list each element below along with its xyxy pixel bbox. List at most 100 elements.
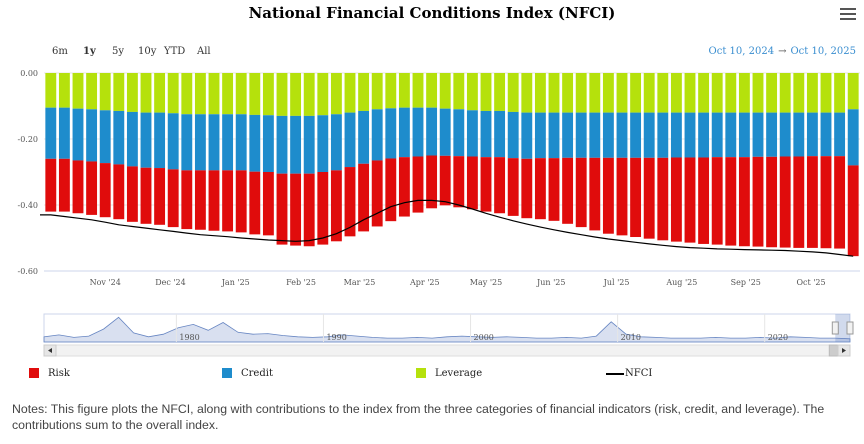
- bar-leverage: [725, 73, 737, 113]
- bar-credit: [711, 112, 723, 158]
- bar-leverage: [711, 73, 723, 113]
- bar-credit: [194, 114, 206, 171]
- bar-risk: [779, 156, 791, 248]
- range-button-6m[interactable]: 6m: [52, 46, 68, 57]
- bar-leverage: [684, 73, 696, 113]
- bar-leverage: [548, 73, 560, 113]
- bar-credit: [371, 109, 383, 161]
- scrollbar-track[interactable]: [43, 344, 851, 357]
- x-tick-label: Jan '25: [221, 278, 250, 287]
- bar-risk: [426, 155, 438, 209]
- bar-leverage: [303, 73, 315, 116]
- bar-risk: [630, 157, 642, 238]
- bar-risk: [86, 161, 98, 215]
- bar-leverage: [534, 73, 546, 113]
- navigator-handle-right[interactable]: [846, 321, 854, 335]
- bar-risk: [507, 158, 519, 216]
- bar-leverage: [222, 73, 234, 115]
- navigator-selection[interactable]: [835, 314, 850, 342]
- bar-credit: [725, 112, 737, 158]
- bar-risk: [793, 156, 805, 248]
- range-button-5y[interactable]: 5y: [112, 46, 125, 57]
- range-button-10y[interactable]: 10y: [138, 46, 157, 57]
- bar-leverage: [698, 73, 710, 113]
- bar-risk: [181, 170, 193, 230]
- chart-title: National Financial Conditions Index (NFC…: [248, 4, 616, 22]
- legend-swatch-credit: [222, 368, 232, 378]
- bar-risk: [439, 155, 451, 206]
- bar-credit: [45, 107, 57, 159]
- bar-leverage: [317, 73, 329, 116]
- bar-credit: [385, 108, 397, 159]
- bar-credit: [140, 112, 152, 168]
- bar-credit: [657, 112, 669, 158]
- bar-leverage: [562, 73, 574, 113]
- bar-leverage: [507, 73, 519, 112]
- bar-leverage: [657, 73, 669, 113]
- bar-risk: [562, 157, 574, 224]
- bar-leverage: [99, 73, 111, 111]
- bar-leverage: [330, 73, 342, 115]
- bar-credit: [575, 112, 587, 158]
- bar-leverage: [466, 73, 478, 111]
- hamburger-menu-icon[interactable]: [840, 8, 856, 22]
- x-tick-label: Jun '25: [536, 278, 565, 287]
- scrollbar-left-arrow-icon: [48, 348, 52, 353]
- bar-credit: [847, 109, 859, 166]
- bar-risk: [806, 156, 818, 248]
- legend-swatch-risk: [29, 368, 39, 378]
- bar-risk: [575, 157, 587, 228]
- bar-credit: [806, 112, 818, 157]
- range-button-1y[interactable]: 1y: [83, 46, 96, 57]
- scrollbar-thumb[interactable]: [828, 344, 839, 357]
- bar-risk: [466, 156, 478, 210]
- bar-leverage: [439, 73, 451, 109]
- bar-leverage: [494, 73, 506, 111]
- bar-leverage: [276, 73, 288, 116]
- bar-leverage: [113, 73, 125, 111]
- bar-risk: [344, 167, 356, 237]
- bar-leverage: [208, 73, 220, 115]
- bar-credit: [330, 114, 342, 171]
- bar-leverage: [426, 73, 438, 108]
- bar-credit: [589, 112, 601, 158]
- legend-label-risk: Risk: [48, 368, 70, 379]
- x-tick-label: Mar '25: [344, 278, 376, 287]
- bar-risk: [222, 170, 234, 232]
- bar-credit: [630, 112, 642, 158]
- bar-leverage: [834, 73, 846, 113]
- bar-credit: [290, 115, 302, 174]
- bar-risk: [738, 157, 750, 247]
- scrollbar-right-arrow-icon: [842, 348, 846, 353]
- bar-risk: [126, 166, 138, 222]
- bar-leverage: [847, 73, 859, 110]
- bar-risk: [725, 157, 737, 246]
- bar-credit: [670, 112, 682, 158]
- bar-leverage: [45, 73, 57, 108]
- bar-leverage: [344, 73, 356, 113]
- date-range-to[interactable]: Oct 10, 2025: [790, 46, 856, 57]
- bar-risk: [58, 158, 70, 212]
- bar-credit: [72, 108, 84, 161]
- bar-credit: [834, 112, 846, 157]
- notes-text: Notes: This figure plots the NFCI, along…: [12, 402, 825, 432]
- date-range[interactable]: Oct 10, 2024 → Oct 10, 2025: [709, 46, 856, 57]
- bar-risk: [534, 158, 546, 220]
- bar-credit: [507, 111, 519, 159]
- bar-risk: [371, 160, 383, 227]
- bar-credit: [303, 115, 315, 174]
- navigator-handle-left[interactable]: [831, 321, 839, 335]
- date-range-from[interactable]: Oct 10, 2024: [708, 46, 775, 57]
- bar-risk: [616, 157, 628, 236]
- range-button-ytd[interactable]: YTD: [164, 46, 186, 57]
- bar-credit: [398, 107, 410, 158]
- bar-leverage: [412, 73, 424, 108]
- legend-label-credit: Credit: [241, 368, 273, 379]
- range-button-all[interactable]: All: [197, 46, 211, 57]
- bar-credit: [222, 114, 234, 171]
- bar-risk: [72, 160, 84, 214]
- bar-risk: [262, 172, 274, 236]
- navigator[interactable]: 1980 1990 2000 2010 2020: [0, 312, 864, 360]
- bar-risk: [670, 157, 682, 242]
- bar-leverage: [480, 73, 492, 111]
